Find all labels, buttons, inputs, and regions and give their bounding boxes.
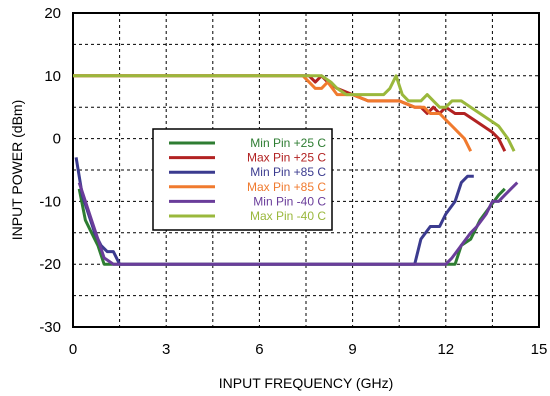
- y-tick-label: 10: [44, 68, 61, 85]
- legend-label: Min Pin +85 C: [250, 165, 326, 179]
- y-tick-label: -20: [39, 256, 61, 273]
- legend-box: [152, 128, 333, 231]
- plot-frame: [72, 12, 540, 328]
- series-layer: [73, 74, 519, 266]
- x-tick-label: 12: [437, 341, 454, 358]
- y-tick-label: -30: [39, 319, 61, 336]
- x-axis-label: INPUT FREQUENCY (GHz): [219, 375, 394, 391]
- x-tick-label: 3: [162, 341, 170, 358]
- y-tick-label: 20: [44, 5, 61, 22]
- legend-label: Min Pin +25 C: [250, 136, 326, 150]
- x-tick-label: 0: [69, 341, 77, 358]
- x-tick-label: 6: [255, 341, 263, 358]
- legend-label: Max Pin +85 C: [247, 180, 326, 194]
- series-line-5: [77, 181, 519, 266]
- y-axis-label: INPUT POWER (dBm): [9, 100, 25, 241]
- series-line-4: [73, 74, 473, 152]
- series-line-6: [73, 74, 516, 152]
- y-tick-label: -10: [39, 193, 61, 210]
- tick-labels: 0 3 6 9 12 15 -30 -20 -10 0 10 20: [39, 5, 547, 358]
- legend-label: Max Pin -40 C: [250, 209, 326, 223]
- x-tick-label: 15: [531, 341, 548, 358]
- legend-label: Max Pin +25 C: [247, 151, 326, 165]
- x-tick-label: 9: [348, 341, 356, 358]
- y-tick-label: 0: [53, 131, 61, 148]
- legend-label: Min Pin -40 C: [253, 194, 326, 208]
